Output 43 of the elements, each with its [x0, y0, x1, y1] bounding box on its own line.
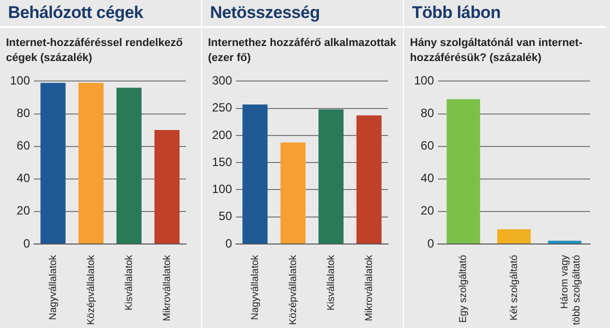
x-tick-label: Középvállalatok: [288, 254, 299, 326]
y-tick-label: 80: [420, 106, 434, 120]
chart-title: Behálózott cégek: [0, 0, 201, 28]
x-tick-label: Mikrovállalatok: [162, 254, 173, 322]
x-tick-label: Kisvállalatok: [124, 254, 135, 311]
x-tick-label: Nagyvállalatok: [48, 254, 59, 320]
y-tick-label: 0: [23, 236, 30, 250]
y-tick-label: 100: [414, 74, 434, 88]
y-tick-label: 100: [10, 74, 30, 88]
x-tick-label: Mikrovállalatok: [364, 254, 375, 322]
x-tick-label: Nagyvállalatok: [250, 254, 261, 320]
bar: [242, 104, 268, 244]
y-tick-label: 100: [212, 182, 232, 196]
bar: [280, 142, 306, 244]
chart-subtitle: Internethez hozzáférő alkalmazottak (ezer fő): [208, 36, 398, 66]
y-tick-label: 200: [212, 128, 232, 142]
bar: [318, 109, 344, 244]
y-tick-label: 40: [16, 171, 30, 186]
bar: [548, 240, 582, 244]
y-tick-label: 40: [420, 171, 434, 186]
x-tick-label: Három vagy több szolgáltató: [559, 254, 582, 326]
chart-subtitle: Internet-hozzáféréssel rendelkező cégek (százalék): [6, 36, 184, 66]
chart-title: Több lábon: [404, 0, 606, 28]
x-tick-label: Egy szolgáltató: [458, 254, 470, 323]
bar: [497, 229, 531, 244]
x-tick-label: Két szolgáltató: [508, 254, 520, 321]
x-tick-label: Kisvállalatok: [326, 254, 337, 311]
y-tick-label: 300: [212, 74, 232, 88]
y-tick-label: 60: [16, 138, 30, 153]
chart-subtitle: Hány szolgáltatónál van internet-hozzáférésük? (százalék): [410, 36, 584, 66]
chart-title: Netösszesség: [202, 0, 403, 28]
y-tick-label: 20: [16, 204, 30, 218]
y-tick-label: 150: [212, 154, 232, 169]
y-tick-label: 20: [420, 204, 434, 218]
y-tick-label: 250: [212, 100, 232, 115]
bar: [446, 99, 480, 244]
bar: [356, 115, 382, 244]
x-tick-label: Középvállalatok: [86, 254, 97, 326]
y-tick-label: 50: [218, 209, 232, 224]
y-tick-label: 0: [225, 236, 232, 250]
y-tick-label: 60: [420, 138, 434, 153]
y-tick-label: 80: [16, 106, 30, 120]
y-tick-label: 0: [427, 236, 434, 250]
